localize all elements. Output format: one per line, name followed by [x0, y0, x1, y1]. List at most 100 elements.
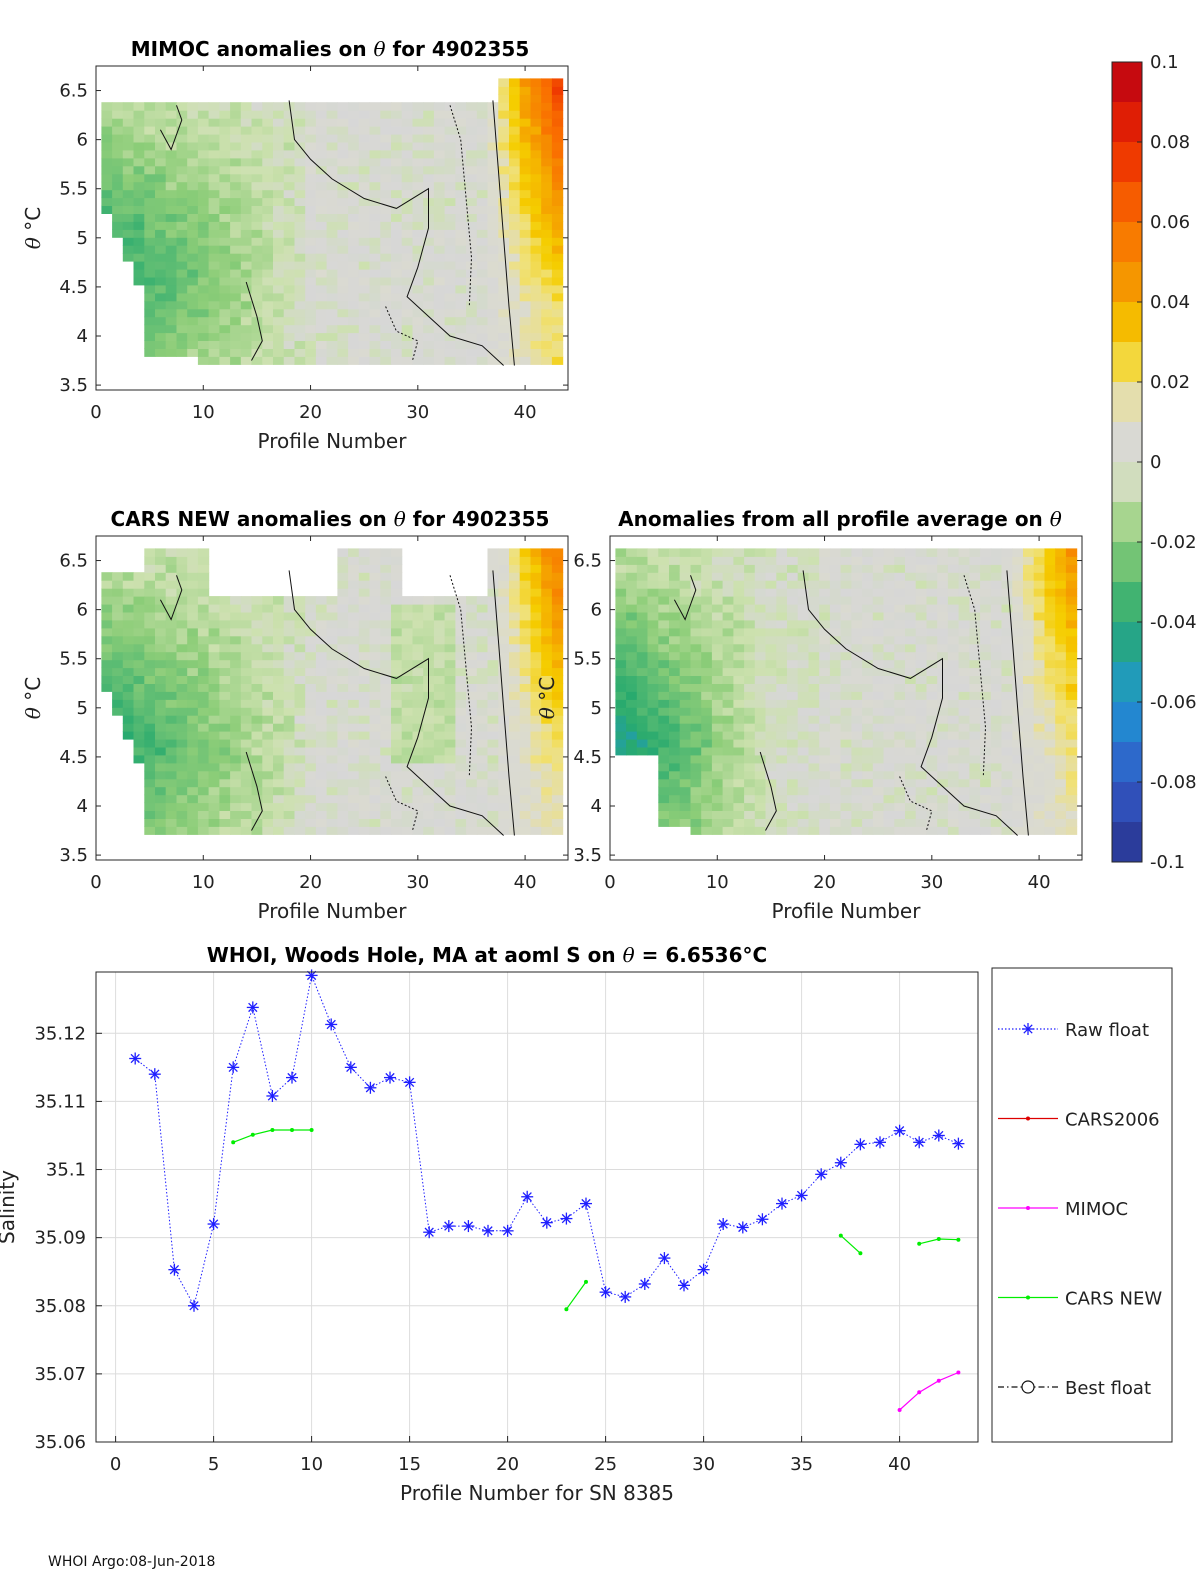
field-cell: [487, 110, 499, 119]
field-cell: [337, 643, 349, 653]
field-cell: [283, 284, 295, 294]
field-cell: [509, 300, 521, 310]
field-cell: [626, 635, 638, 645]
field-cell: [636, 731, 649, 740]
field-cell: [754, 627, 767, 637]
field-cell: [262, 157, 274, 167]
field-cell: [144, 269, 156, 278]
field-cell: [262, 245, 274, 254]
field-cell: [133, 181, 145, 191]
field-cell: [208, 126, 220, 135]
field-cell: [305, 667, 317, 676]
field-cell: [990, 611, 1003, 621]
field-cell: [433, 181, 446, 191]
field-cell: [315, 356, 328, 365]
field-cell: [326, 762, 338, 772]
field-cell: [980, 786, 992, 796]
field-cell: [701, 754, 713, 764]
field-cell: [133, 627, 145, 637]
field-cell: [122, 643, 135, 653]
field-cell: [337, 707, 349, 716]
field-cell: [915, 770, 927, 780]
field-cell: [980, 596, 992, 605]
field-cell: [165, 141, 177, 151]
field-cell: [615, 548, 627, 557]
field-cell: [401, 643, 413, 653]
field-cell: [155, 197, 167, 206]
field-cell: [187, 126, 199, 135]
field-cell: [273, 308, 285, 318]
field-cell: [433, 794, 446, 804]
field-cell: [305, 635, 317, 645]
field-cell: [519, 348, 531, 357]
field-cell: [219, 189, 231, 199]
field-cell: [958, 548, 970, 557]
field-cell: [476, 778, 489, 788]
field-cell: [947, 746, 960, 756]
field-cell: [658, 611, 670, 621]
field-cell: [230, 699, 242, 708]
field-cell: [240, 205, 253, 214]
field-cell: [433, 269, 446, 278]
field-cell: [711, 635, 724, 645]
field-cell: [262, 221, 274, 230]
field-cell: [947, 691, 960, 700]
field-cell: [990, 786, 1003, 796]
field-cell: [1001, 707, 1013, 716]
field-cell: [754, 739, 767, 748]
field-cell: [197, 580, 210, 589]
field-cell: [615, 604, 627, 613]
field-cell: [133, 229, 145, 238]
field-cell: [326, 635, 338, 645]
raw-float-point: [384, 1071, 396, 1084]
field-cell: [776, 604, 788, 613]
field-cell: [197, 659, 210, 669]
field-cell: [401, 723, 413, 732]
field-cell: [711, 548, 724, 557]
field-cell: [219, 181, 231, 191]
field-cell: [197, 556, 210, 565]
field-cell: [915, 786, 927, 796]
field-cell: [679, 611, 691, 621]
field-cell: [262, 181, 274, 191]
field-cell: [894, 596, 906, 605]
field-cell: [219, 659, 231, 669]
field-cell: [412, 643, 424, 653]
field-cell: [251, 102, 263, 111]
field-cell: [776, 786, 788, 796]
field-cell: [112, 699, 124, 708]
field-cell: [872, 770, 885, 780]
field-cell: [722, 754, 734, 764]
field-cell: [862, 810, 874, 819]
field-cell: [851, 564, 863, 573]
field-cell: [487, 739, 499, 748]
field-cell: [487, 794, 499, 804]
contour-solid: [802, 570, 1018, 836]
field-cell: [990, 699, 1003, 708]
field-cell: [615, 572, 627, 581]
field-cell: [926, 810, 938, 819]
field-cell: [315, 611, 328, 621]
field-cell: [294, 102, 306, 111]
field-cell: [348, 635, 360, 645]
field-cell: [155, 786, 167, 796]
field-cell: [733, 611, 745, 621]
field-cell: [509, 786, 521, 796]
field-cell: [509, 157, 521, 167]
field-cell: [541, 675, 553, 684]
field-cell: [797, 667, 809, 676]
field-cell: [112, 110, 124, 119]
field-cell: [1055, 731, 1067, 740]
field-cell: [669, 564, 681, 573]
field-cell: [197, 134, 210, 143]
field-cell: [487, 731, 499, 740]
field-cell: [711, 564, 724, 573]
field-cell: [915, 794, 927, 804]
series-line: [565, 1281, 587, 1310]
field-cell: [541, 149, 553, 159]
field-cell: [797, 548, 809, 557]
field-cell: [315, 739, 328, 748]
field-cell: [530, 762, 542, 772]
field-cell: [380, 786, 392, 796]
field-cell: [487, 651, 499, 661]
